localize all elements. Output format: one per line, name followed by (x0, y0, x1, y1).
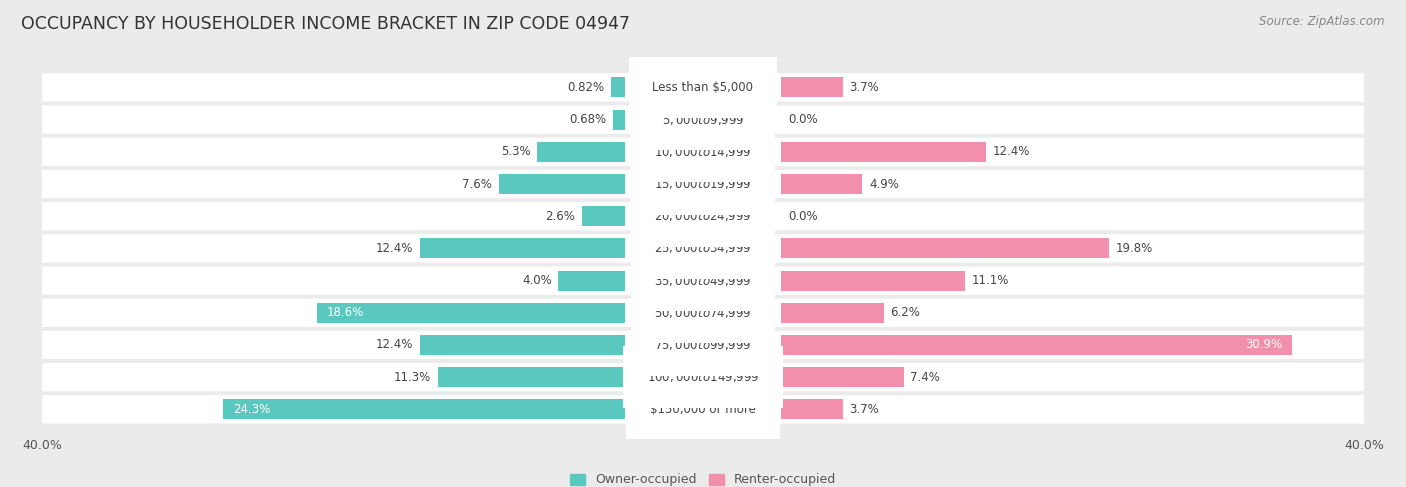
FancyBboxPatch shape (42, 106, 1364, 134)
FancyBboxPatch shape (42, 138, 1364, 166)
Text: 12.4%: 12.4% (375, 338, 413, 352)
Text: $75,000 to $99,999: $75,000 to $99,999 (654, 338, 752, 352)
Text: 0.82%: 0.82% (567, 81, 605, 94)
Bar (419, 239, 624, 258)
Bar (224, 399, 624, 419)
Bar (782, 367, 904, 387)
Text: 2.6%: 2.6% (546, 210, 575, 223)
FancyBboxPatch shape (42, 395, 1364, 424)
Bar (782, 239, 1108, 258)
Text: 0.0%: 0.0% (789, 210, 818, 223)
Text: OCCUPANCY BY HOUSEHOLDER INCOME BRACKET IN ZIP CODE 04947: OCCUPANCY BY HOUSEHOLDER INCOME BRACKET … (21, 15, 630, 33)
Bar (613, 110, 624, 130)
Text: 18.6%: 18.6% (328, 306, 364, 319)
Bar (782, 142, 987, 162)
Text: Source: ZipAtlas.com: Source: ZipAtlas.com (1260, 15, 1385, 28)
Text: 0.0%: 0.0% (789, 113, 818, 126)
FancyBboxPatch shape (42, 170, 1364, 198)
Bar (318, 303, 624, 323)
Text: 4.0%: 4.0% (522, 274, 551, 287)
Bar (782, 174, 862, 194)
Text: 24.3%: 24.3% (233, 403, 270, 416)
FancyBboxPatch shape (42, 73, 1364, 102)
Bar (782, 303, 884, 323)
Bar (582, 206, 624, 226)
FancyBboxPatch shape (42, 363, 1364, 391)
Bar (537, 142, 624, 162)
Text: $35,000 to $49,999: $35,000 to $49,999 (654, 274, 752, 287)
Text: 30.9%: 30.9% (1244, 338, 1282, 352)
Text: $100,000 to $149,999: $100,000 to $149,999 (647, 370, 759, 384)
Text: 7.4%: 7.4% (910, 371, 941, 384)
Bar (558, 271, 624, 291)
Text: $15,000 to $19,999: $15,000 to $19,999 (654, 177, 752, 191)
FancyBboxPatch shape (42, 331, 1364, 359)
FancyBboxPatch shape (42, 202, 1364, 230)
Text: 3.7%: 3.7% (849, 403, 879, 416)
Text: $25,000 to $34,999: $25,000 to $34,999 (654, 242, 752, 255)
Text: 5.3%: 5.3% (501, 145, 530, 158)
Bar (612, 77, 624, 97)
Bar (499, 174, 624, 194)
FancyBboxPatch shape (42, 299, 1364, 327)
Bar (782, 399, 842, 419)
Text: 12.4%: 12.4% (375, 242, 413, 255)
FancyBboxPatch shape (42, 266, 1364, 295)
Text: 3.7%: 3.7% (849, 81, 879, 94)
Text: 6.2%: 6.2% (890, 306, 921, 319)
Text: 4.9%: 4.9% (869, 177, 898, 190)
Text: $20,000 to $24,999: $20,000 to $24,999 (654, 209, 752, 223)
Legend: Owner-occupied, Renter-occupied: Owner-occupied, Renter-occupied (569, 473, 837, 487)
Bar (782, 335, 1292, 355)
Text: 12.4%: 12.4% (993, 145, 1031, 158)
Text: $50,000 to $74,999: $50,000 to $74,999 (654, 306, 752, 320)
FancyBboxPatch shape (42, 234, 1364, 262)
Bar (782, 271, 965, 291)
Text: 19.8%: 19.8% (1115, 242, 1153, 255)
Text: 7.6%: 7.6% (463, 177, 492, 190)
Text: 11.1%: 11.1% (972, 274, 1010, 287)
Bar (419, 335, 624, 355)
Text: 11.3%: 11.3% (394, 371, 432, 384)
Text: $10,000 to $14,999: $10,000 to $14,999 (654, 145, 752, 159)
Bar (782, 77, 842, 97)
Text: $5,000 to $9,999: $5,000 to $9,999 (662, 112, 744, 127)
Text: 0.68%: 0.68% (569, 113, 606, 126)
Text: $150,000 or more: $150,000 or more (650, 403, 756, 416)
Text: Less than $5,000: Less than $5,000 (652, 81, 754, 94)
Bar (437, 367, 624, 387)
